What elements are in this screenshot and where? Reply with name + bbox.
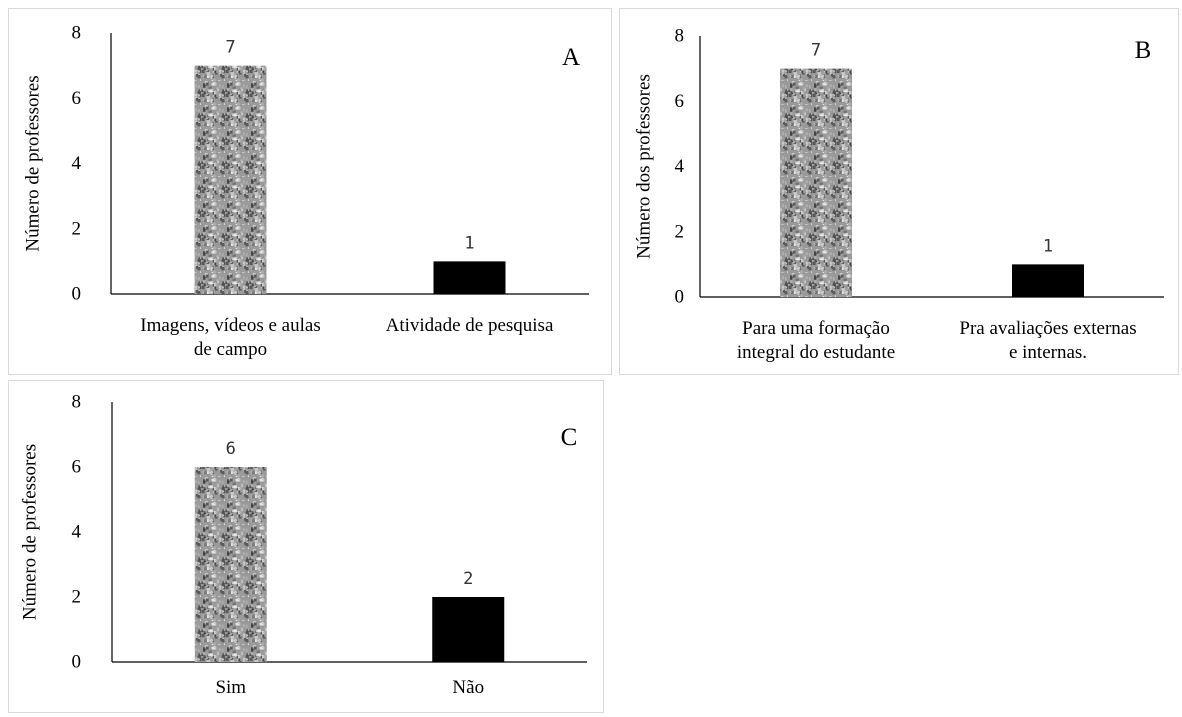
chart-panel-c: Número de professores 0 2 4 6 8 6 Sim 2 Não C bbox=[8, 380, 604, 713]
y-tick-label: 0 bbox=[72, 652, 82, 673]
category-label: Sim bbox=[215, 677, 246, 698]
bar-para-uma-forma-o-integral-do-estudante bbox=[780, 68, 852, 297]
y-tick-label: 4 bbox=[72, 153, 82, 174]
bar-sim bbox=[194, 467, 267, 662]
y-tick-label: 2 bbox=[72, 587, 82, 608]
panel-letter: A bbox=[562, 44, 580, 71]
y-tick-label: 2 bbox=[675, 221, 685, 242]
y-axis-title: Número dos professores bbox=[634, 74, 655, 259]
bar-pra-avalia-es-externas-e-internas- bbox=[1012, 264, 1084, 297]
panel-letter: C bbox=[561, 424, 578, 451]
y-tick-label: 6 bbox=[675, 91, 685, 112]
category-label: Para uma formação bbox=[742, 318, 890, 339]
chart-a-svg: Número de professores 0 2 4 6 8 7 Imagens, víde… bbox=[23, 23, 589, 360]
y-axis-title: Número de professores bbox=[20, 444, 41, 620]
chart-panel-b: Número dos professores 0 2 4 6 8 7 Para uma for… bbox=[619, 8, 1179, 375]
data-label: 1 bbox=[464, 233, 474, 253]
category-label: Não bbox=[452, 677, 484, 698]
y-tick-label: 8 bbox=[72, 392, 82, 413]
y-tick-label: 4 bbox=[72, 522, 82, 543]
category-label: Pra avaliações externas bbox=[959, 318, 1136, 339]
chart-panel-a: Número de professores 0 2 4 6 8 7 Imagens, víde… bbox=[8, 8, 612, 375]
data-label: 7 bbox=[811, 41, 821, 61]
chart-b-svg: Número dos professores 0 2 4 6 8 7 Para uma for… bbox=[634, 26, 1164, 363]
y-tick-label: 2 bbox=[72, 218, 82, 239]
y-tick-label: 8 bbox=[72, 23, 82, 44]
y-tick-label: 0 bbox=[675, 287, 685, 308]
bar-atividade-de-pesquisa bbox=[433, 261, 506, 294]
category-label: e internas. bbox=[1009, 342, 1087, 363]
y-tick-label: 8 bbox=[675, 26, 685, 47]
y-tick-label: 6 bbox=[72, 88, 82, 109]
category-label: Atividade de pesquisa bbox=[386, 315, 554, 336]
data-label: 7 bbox=[225, 38, 235, 58]
category-label: de campo bbox=[194, 339, 267, 360]
category-label: integral do estudante bbox=[737, 342, 895, 363]
data-label: 6 bbox=[226, 439, 236, 459]
y-tick-label: 4 bbox=[675, 156, 685, 177]
chart-c-svg: Número de professores 0 2 4 6 8 6 Sim 2 Não C bbox=[20, 392, 587, 698]
y-tick-label: 6 bbox=[72, 457, 82, 478]
bar-imagens-v-deos-e-aulas-de-campo bbox=[194, 65, 267, 294]
data-label: 2 bbox=[463, 569, 473, 589]
bar-n-o bbox=[432, 597, 505, 662]
panel-letter: B bbox=[1135, 37, 1152, 64]
data-label: 1 bbox=[1043, 236, 1053, 256]
y-tick-label: 0 bbox=[72, 284, 82, 305]
y-axis-title: Número de professores bbox=[23, 75, 44, 251]
category-label: Imagens, vídeos e aulas bbox=[140, 315, 320, 336]
